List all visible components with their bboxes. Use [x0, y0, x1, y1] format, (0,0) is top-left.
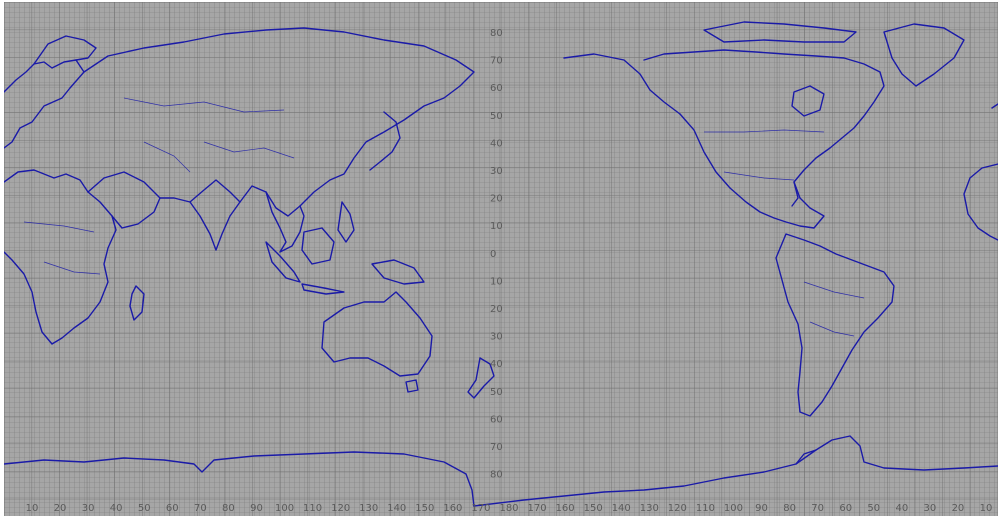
coastlines	[4, 21, 998, 507]
coastline-java	[301, 283, 345, 295]
longitude-label: 100	[275, 503, 294, 514]
longitude-label: 160	[556, 503, 575, 514]
coastline-british-isles	[991, 103, 998, 109]
world-map: 80 70 60 50 40 30 20 10 0 10 20 30 40 50 60 70 80 10 20 30…	[4, 2, 998, 516]
longitude-label: 150	[584, 503, 603, 514]
border-na-1	[704, 129, 825, 133]
longitude-label: 90	[250, 503, 263, 514]
longitude-label: 140	[387, 503, 406, 514]
longitude-label: 40	[110, 503, 123, 514]
border-asia-3	[143, 141, 191, 173]
latitude-label: 10	[490, 221, 503, 232]
latitude-labels: 80 70 60 50 40 30 20 10 0 10 20 30 40 50 60 70 80	[490, 28, 503, 481]
coastline-arctic-islands	[703, 21, 857, 43]
coastline-south-america	[775, 233, 895, 417]
longitude-label: 90	[755, 503, 768, 514]
longitude-label: 30	[82, 503, 95, 514]
border-asia-2	[203, 141, 295, 159]
coastline-antarctic-peninsula	[795, 449, 817, 465]
coastline-europe	[4, 59, 85, 149]
latitude-label: 80	[490, 470, 503, 481]
longitude-label: 180	[499, 503, 518, 514]
longitude-label: 150	[415, 503, 434, 514]
latitude-label: 80	[490, 28, 503, 39]
coastline-alaska	[563, 53, 681, 115]
longitude-label: 70	[194, 503, 207, 514]
longitude-label: 170	[471, 503, 490, 514]
border-sa-1	[803, 281, 865, 299]
longitude-label: 80	[783, 503, 796, 514]
latitude-label: 40	[490, 138, 503, 149]
coastline-west-africa-edge	[963, 163, 998, 241]
latitude-label: 50	[490, 387, 503, 398]
coastline-new-guinea	[371, 259, 425, 285]
coastline-greenland	[883, 23, 965, 87]
coastline-asia	[83, 27, 475, 217]
longitude-label: 110	[696, 503, 715, 514]
coastline-antarctica-east	[473, 435, 998, 507]
longitude-label: 160	[443, 503, 462, 514]
longitude-label: 170	[528, 503, 547, 514]
latitude-label: 20	[490, 194, 503, 205]
longitude-label: 50	[138, 503, 151, 514]
coastline-india	[189, 201, 241, 251]
border-asia-1	[123, 97, 285, 113]
longitude-label: 40	[895, 503, 908, 514]
coastline-scandinavia	[33, 35, 97, 65]
coastline-antarctica-west	[4, 451, 475, 507]
longitude-label: 30	[924, 503, 937, 514]
latitude-label: 30	[490, 166, 503, 177]
coastline-indochina	[265, 191, 305, 253]
latitude-label: 10	[490, 276, 503, 287]
border-africa-1	[23, 221, 95, 233]
longitude-label: 110	[303, 503, 322, 514]
longitude-labels: 10 20 30 40 50 60 70 80 90 100 110 120 130 140 150 160 1…	[26, 503, 993, 514]
longitude-label: 20	[952, 503, 965, 514]
country-borders	[23, 97, 865, 337]
longitude-label: 50	[867, 503, 880, 514]
longitude-label: 20	[54, 503, 67, 514]
coastline-new-zealand	[467, 357, 495, 399]
latitude-label: 60	[490, 83, 503, 94]
latitude-label: 40	[490, 359, 503, 370]
coastline-madagascar	[129, 285, 145, 321]
latitude-label: 70	[490, 442, 503, 453]
longitude-label: 130	[640, 503, 659, 514]
coastline-florida	[791, 181, 799, 207]
longitude-label: 60	[166, 503, 179, 514]
longitude-label: 10	[26, 503, 39, 514]
grid-major	[4, 2, 998, 516]
longitude-label: 60	[839, 503, 852, 514]
longitude-label: 80	[222, 503, 235, 514]
longitude-label: 130	[359, 503, 378, 514]
latitude-label: 0	[490, 249, 496, 260]
coastline-australia	[321, 291, 433, 377]
latitude-label: 30	[490, 332, 503, 343]
coastline-borneo	[301, 227, 335, 265]
latitude-label: 20	[490, 304, 503, 315]
latitude-label: 50	[490, 111, 503, 122]
coastline-philippines	[337, 201, 355, 243]
longitude-label: 10	[980, 503, 993, 514]
coastline-hudson-bay	[791, 85, 825, 117]
longitude-label: 100	[724, 503, 743, 514]
coastline-sumatra	[265, 241, 301, 283]
coastline-africa	[4, 169, 117, 345]
border-na-2	[723, 171, 795, 181]
latitude-label: 60	[490, 414, 503, 425]
coastline-tasmania	[405, 379, 419, 393]
border-sa-2	[809, 321, 855, 337]
coastline-north-america	[643, 49, 885, 229]
longitude-label: 140	[612, 503, 631, 514]
coastline-japan	[369, 111, 401, 171]
longitude-label: 120	[331, 503, 350, 514]
longitude-label: 70	[811, 503, 824, 514]
border-africa-2	[43, 261, 101, 275]
longitude-label: 120	[668, 503, 687, 514]
latitude-label: 70	[490, 56, 503, 67]
